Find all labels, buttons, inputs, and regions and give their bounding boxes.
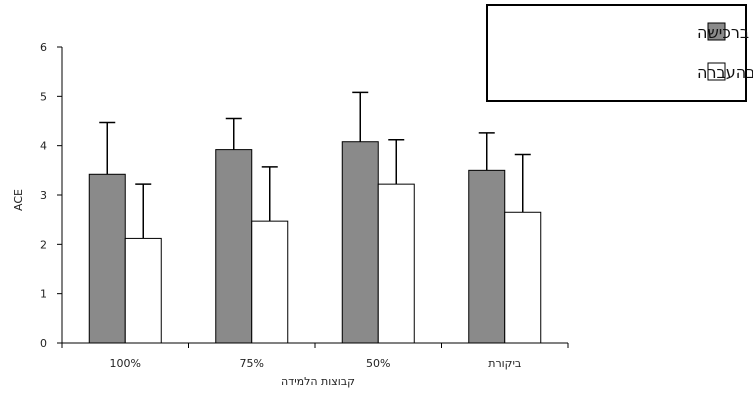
x-tick-label: ביקורת xyxy=(488,357,521,370)
legend-swatch-series-2 xyxy=(707,62,726,81)
y-tick-label: 6 xyxy=(40,41,47,54)
y-tick-label: 0 xyxy=(40,337,47,350)
x-tick-label: 100% xyxy=(110,357,141,370)
legend-box xyxy=(486,4,747,102)
legend-label-series-1: ניסיון אחרון ברכישה xyxy=(697,23,753,42)
y-axis-title: ACE xyxy=(12,189,25,211)
bar-series-2 xyxy=(251,220,289,344)
legend: ניסיון אחרון ברכישה ניסיון ראשון בהעברה xyxy=(486,4,753,102)
legend-swatch-series-1 xyxy=(707,22,726,41)
x-tick-label: 75% xyxy=(240,357,264,370)
bars xyxy=(88,91,542,344)
x-tick-label: 50% xyxy=(366,357,390,370)
y-tick-label: 4 xyxy=(40,140,47,153)
y-tick-label: 3 xyxy=(40,189,47,202)
y-tick-label: 1 xyxy=(40,288,47,301)
y-tick-label: 5 xyxy=(40,90,47,103)
y-tick-label: 2 xyxy=(40,238,47,251)
bar-series-1 xyxy=(341,141,379,344)
bar-series-1 xyxy=(215,149,253,344)
bar-series-1 xyxy=(88,173,126,344)
bar-series-1 xyxy=(468,169,506,344)
bar-series-2 xyxy=(377,183,415,344)
x-axis: 100% 75% 50% ביקורת xyxy=(61,342,569,370)
bar-series-2 xyxy=(124,237,162,344)
x-axis-title: קבוצות הלמידה xyxy=(281,375,355,388)
y-axis: 0 1 2 3 4 5 6 xyxy=(40,41,63,350)
legend-label-series-2: ניסיון ראשון בהעברה xyxy=(697,63,753,82)
bar-series-2 xyxy=(504,211,542,344)
